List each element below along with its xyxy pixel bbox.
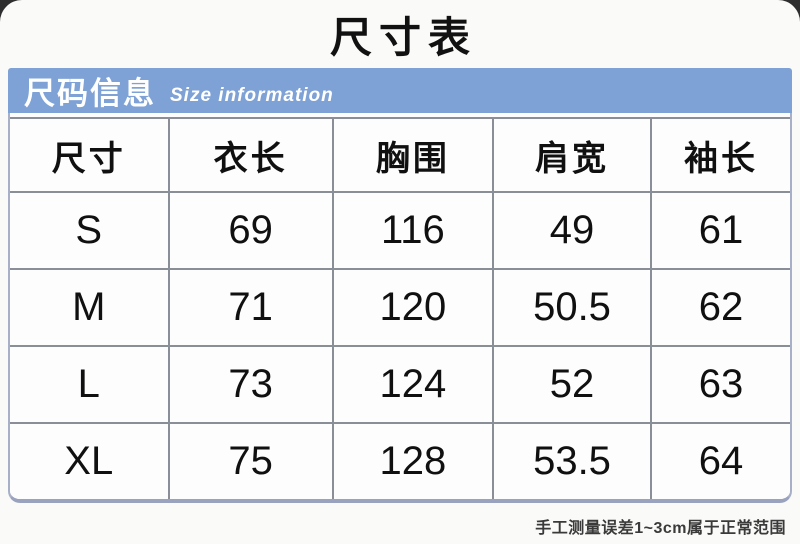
value-cell: 71: [167, 268, 334, 347]
header-cell-length: 衣长: [167, 117, 334, 193]
header-cell-bust: 胸围: [331, 117, 495, 193]
table-row-xl: XL 75 128 53.5 64: [10, 422, 790, 499]
table-row-m: M 71 120 50.5 62: [10, 268, 790, 347]
value-cell: 62: [649, 268, 790, 347]
size-cell: XL: [10, 422, 170, 499]
value-cell: 53.5: [492, 422, 652, 499]
page-title: 尺寸表: [329, 13, 477, 61]
size-cell: S: [10, 191, 170, 270]
banner-title-en: Size information: [170, 84, 334, 106]
value-cell: 73: [167, 345, 334, 424]
header-cell-sleeve: 袖长: [649, 117, 790, 193]
table-row-s: S 69 116 49 61: [10, 191, 790, 270]
size-cell: M: [10, 268, 170, 347]
value-cell: 49: [492, 191, 652, 270]
table-header-row: 尺寸 衣长 胸围 肩宽 袖长: [10, 117, 790, 193]
title-row: 尺寸表: [0, 0, 800, 68]
size-info-panel: 尺码信息 Size information 尺寸 衣长 胸围 肩宽 袖长: [8, 68, 792, 503]
header-cell-size: 尺寸: [10, 117, 170, 193]
value-cell: 63: [649, 345, 790, 424]
value-cell: 124: [331, 345, 495, 424]
value-cell: 69: [167, 191, 334, 270]
value-cell: 116: [331, 191, 495, 270]
table-row-l: L 73 124 52 63: [10, 345, 790, 424]
size-cell: L: [10, 345, 170, 424]
value-cell: 61: [649, 191, 790, 270]
value-cell: 50.5: [492, 268, 652, 347]
value-cell: 64: [649, 422, 790, 499]
banner-title-cn: 尺码信息: [24, 76, 156, 111]
size-table: 尺寸 衣长 胸围 肩宽 袖长 S 69 116 49 61: [10, 117, 790, 499]
value-cell: 75: [167, 422, 334, 499]
value-cell: 128: [331, 422, 495, 499]
value-cell: 120: [331, 268, 495, 347]
header-cell-shoulder: 肩宽: [492, 117, 652, 193]
measurement-tolerance-note: 手工测量误差1~3cm属于正常范围: [535, 520, 786, 537]
value-cell: 52: [492, 345, 652, 424]
size-info-banner: 尺码信息 Size information: [8, 68, 792, 113]
size-table-wrapper: 尺寸 衣长 胸围 肩宽 袖长 S 69 116 49 61: [8, 113, 792, 503]
